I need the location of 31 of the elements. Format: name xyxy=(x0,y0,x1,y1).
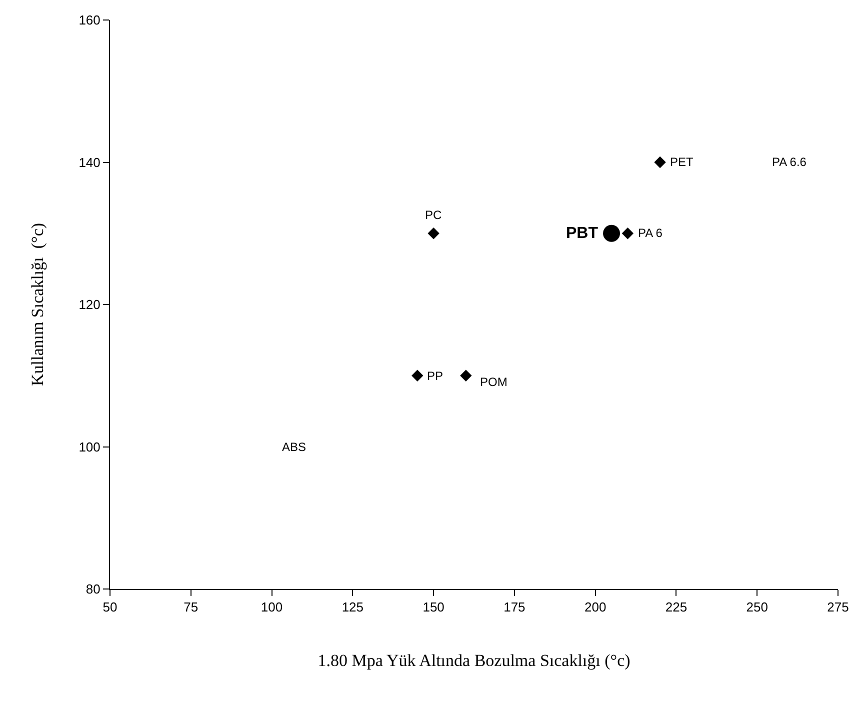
y-tick-label: 80 xyxy=(86,582,100,597)
annotation: ABS xyxy=(282,440,306,454)
x-tick-label: 150 xyxy=(422,600,444,615)
x-tick-label: 50 xyxy=(102,600,118,615)
x-tick-label: 275 xyxy=(827,600,849,615)
x-tick-label: 125 xyxy=(342,600,364,615)
annotation: PC xyxy=(425,208,442,222)
annotation: PET xyxy=(670,155,694,169)
annotation: POM xyxy=(480,375,508,389)
annotation: PA 6.6 xyxy=(772,155,807,169)
point xyxy=(412,370,424,382)
annotation: PBT xyxy=(566,225,598,242)
y-tick-label: 140 xyxy=(78,154,100,170)
point xyxy=(654,156,666,168)
point xyxy=(622,228,634,240)
x-tick-label: 175 xyxy=(504,600,526,615)
x-tick-label: 75 xyxy=(184,600,198,615)
x-tick-label: 200 xyxy=(584,600,606,615)
annotation: PA 6 xyxy=(638,226,663,240)
x-axis-title: 1.80 Mpa Yük Altında Bozulma Sıcaklığı (°c) xyxy=(318,651,630,670)
point xyxy=(603,224,620,242)
y-tick-label: 160 xyxy=(78,12,100,28)
point xyxy=(460,370,472,382)
x-tick-label: 250 xyxy=(746,600,768,615)
y-tick-label: 100 xyxy=(78,439,100,454)
y-tick-label: 120 xyxy=(78,297,100,312)
point xyxy=(428,228,440,240)
y-axis-title: Kullanım Sıcaklığı (°c) xyxy=(28,222,48,386)
annotation: PP xyxy=(427,369,444,383)
x-tick-label: 100 xyxy=(260,600,283,615)
x-tick-label: 225 xyxy=(665,600,688,615)
